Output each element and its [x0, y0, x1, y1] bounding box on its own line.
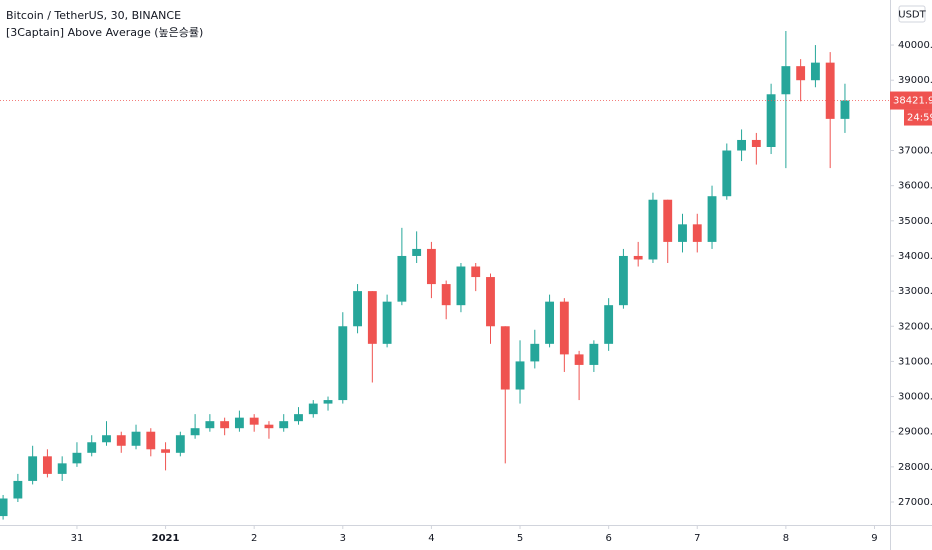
candle-body [515, 361, 525, 390]
x-tick-label: 8 [783, 533, 789, 544]
candle-body [220, 421, 230, 429]
candle-body [249, 417, 259, 425]
countdown-label: 24:59 [907, 113, 932, 124]
candle-body [574, 354, 584, 365]
candle-body [737, 139, 746, 151]
candle-body [648, 199, 658, 260]
currency-label: USDT [898, 10, 926, 21]
candle-body [825, 62, 835, 119]
last-price-tag [890, 91, 932, 110]
candle-body [57, 463, 67, 474]
candle-body [500, 326, 510, 390]
candle-body [72, 452, 82, 464]
candle-body [146, 431, 156, 450]
candle-body [397, 255, 407, 302]
candle-body [751, 139, 761, 147]
candle-body [353, 291, 362, 327]
candle-body [678, 224, 687, 242]
y-tick-label: 30000.00 [898, 392, 932, 403]
x-tick-label: 7 [694, 533, 700, 544]
x-tick-label: 2021 [152, 533, 180, 544]
countdown-tag [904, 109, 932, 126]
y-tick-label: 31000.00 [898, 356, 932, 367]
chart-title: Bitcoin / TetherUS, 30, BINANCE [6, 9, 181, 22]
candle-body [707, 196, 717, 242]
y-tick-label: 36000.00 [898, 181, 932, 192]
candle-body [42, 456, 52, 474]
y-tick-label: 37000.00 [898, 146, 932, 157]
candle-body [530, 343, 540, 362]
candle-body [116, 435, 126, 446]
y-tick-label: 29000.00 [898, 427, 932, 438]
candle-body [131, 431, 141, 446]
candle-body [175, 435, 185, 453]
candle-body [559, 301, 569, 355]
candle-body [87, 442, 97, 453]
candle-body [367, 291, 377, 344]
y-tick-label: 39000.00 [898, 75, 932, 86]
x-tick-label: 4 [428, 533, 434, 544]
last-price-label: 38421.94 [893, 96, 932, 107]
candle-body [205, 421, 215, 429]
candle-body [810, 62, 820, 81]
candle-body [13, 480, 23, 499]
candle-body [633, 255, 643, 260]
candle-body [294, 414, 303, 422]
x-tick-label: 3 [340, 533, 346, 544]
candle-body [840, 100, 850, 119]
candle-body [766, 94, 776, 147]
candle-body [486, 277, 495, 327]
candle-body [545, 301, 554, 344]
candle-body [663, 199, 673, 242]
candle-body [264, 424, 274, 429]
candle-body [604, 305, 614, 344]
candle-body [589, 343, 599, 365]
candle-body [279, 421, 289, 429]
candle-body [412, 248, 422, 256]
y-tick-label: 35000.00 [898, 216, 932, 227]
y-tick-label: 40000.00 [898, 40, 932, 51]
candle-body [234, 417, 244, 429]
candle-body [161, 449, 170, 453]
y-tick-label: 28000.00 [898, 462, 932, 473]
candle-body [323, 400, 333, 404]
candle-body [28, 456, 38, 481]
x-tick-label: 9 [871, 533, 877, 544]
y-tick-label: 33000.00 [898, 286, 932, 297]
y-tick-label: 27000.00 [898, 497, 932, 508]
currency-box[interactable] [898, 5, 926, 23]
candle-body [618, 255, 628, 306]
y-tick-label: 34000.00 [898, 251, 932, 262]
candle-body [426, 248, 436, 285]
indicator-label: [3Captain] Above Average (높은승률) [6, 26, 203, 39]
candle-body [102, 435, 111, 443]
candle-body [338, 326, 348, 401]
plot [0, 31, 890, 520]
candle-body [456, 266, 466, 306]
candle-body [441, 284, 451, 306]
candle-body [796, 66, 806, 81]
candle-body [190, 428, 200, 436]
candle-body [308, 403, 318, 415]
overlay: Bitcoin / TetherUS, 30, BINANCE [3Captai… [6, 5, 932, 126]
candle-body [382, 301, 392, 344]
candle-body [781, 66, 791, 95]
candle-body [692, 224, 702, 242]
y-tick-label: 32000.00 [898, 321, 932, 332]
candle-body [471, 266, 481, 278]
x-tick-label: 31 [71, 533, 84, 544]
candle-body [0, 498, 8, 517]
x-tick-label: 5 [517, 533, 523, 544]
x-tick-label: 6 [605, 533, 611, 544]
x-tick-label: 2 [251, 533, 257, 544]
candle-body [722, 150, 732, 197]
